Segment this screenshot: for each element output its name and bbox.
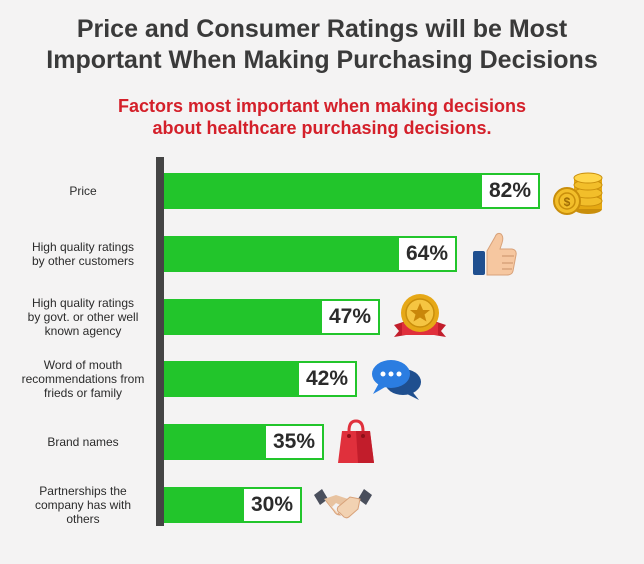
category-label-line: recommendations from: [21, 372, 145, 386]
chart-subtitle-line-2: about healthcare purchasing decisions.: [152, 118, 492, 138]
svg-text:$: $: [564, 195, 571, 209]
data-label: 35%: [264, 424, 324, 460]
bar: [164, 173, 540, 209]
data-label: 47%: [320, 299, 380, 335]
data-label: 42%: [297, 361, 357, 397]
chart-title: Price and Consumer Ratings will be Most …: [0, 14, 644, 76]
category-label: Partnerships the company has with others: [14, 484, 152, 526]
category-label-line: by other customers: [31, 254, 135, 268]
category-label-line: Partnerships the: [39, 484, 127, 498]
thumbs-up-icon: [473, 232, 517, 276]
category-label: Price: [14, 184, 152, 198]
data-label: 64%: [397, 236, 457, 272]
handshake-icon: [314, 489, 372, 519]
coins-icon: $: [553, 172, 603, 215]
category-label: Word of mouth recommendations from frieds …: [14, 358, 152, 400]
shopping-bag-icon: [338, 419, 374, 463]
data-label: 30%: [242, 487, 302, 523]
category-label-line: others: [66, 512, 100, 526]
category-label-line: known agency: [44, 324, 122, 338]
category-label-line: company has with: [34, 498, 132, 512]
category-label-line: Price: [69, 184, 97, 198]
category-label-line: High quality ratings: [31, 240, 135, 254]
y-axis-line: [156, 157, 164, 526]
category-label: High quality ratings by other customers: [14, 240, 152, 268]
chart-title-line-1: Price and Consumer Ratings will be Most: [76, 15, 568, 43]
speech-bubbles-icon: [372, 360, 421, 400]
category-label-line: Word of mouth: [43, 358, 123, 372]
category-label-line: by govt. or other well: [27, 310, 139, 324]
chart-title-line-2: Important When Making Purchasing Decisio…: [46, 46, 598, 74]
category-label: Brand names: [14, 435, 152, 449]
chart-subtitle-line-1: Factors most important when making decis…: [117, 96, 527, 116]
category-label-line: High quality ratings: [31, 296, 135, 310]
data-label: 82%: [480, 173, 540, 209]
category-label: High quality ratings by govt. or other we…: [14, 296, 152, 338]
category-label-line: Brand names: [47, 435, 119, 449]
chart-subtitle: Factors most important when making decis…: [0, 95, 644, 139]
category-label-line: frieds or family: [43, 386, 123, 400]
award-badge-icon: [394, 294, 446, 337]
